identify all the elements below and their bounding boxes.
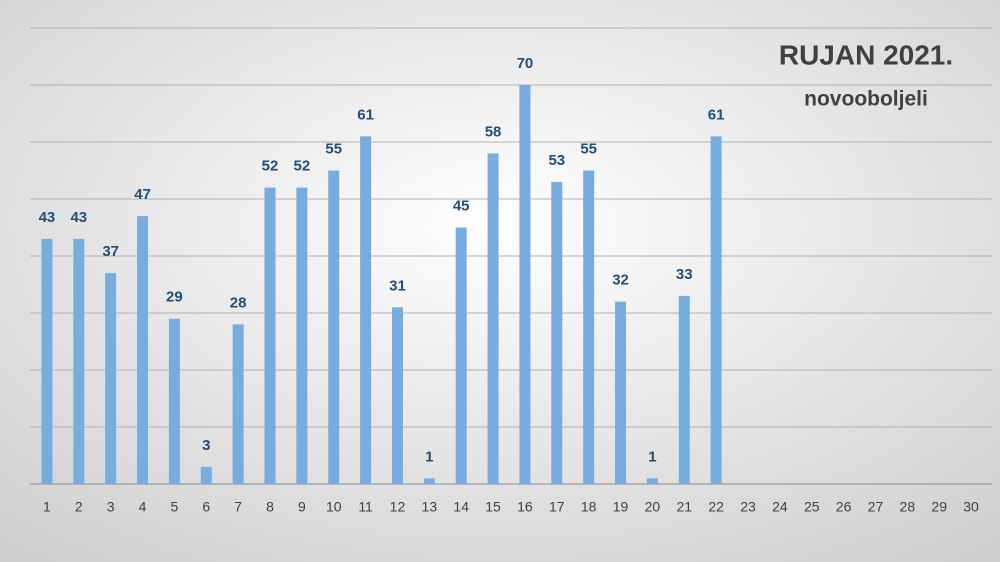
bar xyxy=(328,170,340,484)
data-label: 58 xyxy=(485,123,502,140)
data-label: 28 xyxy=(230,294,247,311)
bar xyxy=(710,136,722,485)
x-tick-label: 4 xyxy=(139,499,147,515)
bar xyxy=(391,307,403,484)
x-tick-label: 26 xyxy=(836,499,852,515)
bar xyxy=(41,238,53,484)
bar xyxy=(551,181,563,484)
x-tick-label: 23 xyxy=(740,499,756,515)
x-tick-label: 9 xyxy=(298,499,306,515)
bar xyxy=(678,295,690,484)
data-label: 31 xyxy=(389,277,406,294)
bar xyxy=(73,238,85,484)
x-tick-label: 25 xyxy=(804,499,820,515)
x-tick-label: 24 xyxy=(772,499,788,515)
x-tick-label: 21 xyxy=(676,499,692,515)
bar xyxy=(360,136,372,485)
data-label: 47 xyxy=(134,186,151,203)
x-tick-label: 3 xyxy=(107,499,115,515)
x-tick-label: 30 xyxy=(963,499,979,515)
data-label: 70 xyxy=(517,55,534,72)
data-label: 43 xyxy=(39,209,56,226)
x-tick-label: 18 xyxy=(581,499,597,515)
bar xyxy=(296,187,308,484)
x-tick-label: 16 xyxy=(517,499,533,515)
bar xyxy=(583,170,595,484)
bar xyxy=(200,466,212,484)
bar xyxy=(615,301,627,484)
x-tick-label: 20 xyxy=(645,499,661,515)
data-label: 43 xyxy=(70,209,87,226)
bar xyxy=(455,227,467,484)
bar xyxy=(264,187,276,484)
bar xyxy=(423,478,435,484)
bar xyxy=(137,216,149,484)
x-tick-label: 29 xyxy=(931,499,947,515)
bar xyxy=(232,324,244,484)
data-label: 52 xyxy=(262,158,279,175)
x-tick-label: 12 xyxy=(390,499,406,515)
data-label: 29 xyxy=(166,289,183,306)
x-tick-label: 19 xyxy=(613,499,629,515)
data-label: 55 xyxy=(325,140,342,157)
x-tick-label: 22 xyxy=(708,499,724,515)
bar xyxy=(646,478,658,484)
bar xyxy=(168,318,180,484)
data-label: 61 xyxy=(708,106,725,123)
chart-title: RUJAN 2021. xyxy=(779,39,953,70)
data-label: 3 xyxy=(202,437,210,454)
bar xyxy=(487,153,499,484)
data-label: 1 xyxy=(648,448,656,465)
x-tick-label: 13 xyxy=(422,499,438,515)
x-tick-label: 28 xyxy=(900,499,916,515)
bar xyxy=(105,273,117,484)
x-tick-label: 2 xyxy=(75,499,83,515)
data-label: 45 xyxy=(453,197,470,214)
data-label: 37 xyxy=(102,243,119,260)
data-label: 33 xyxy=(676,266,693,283)
data-label: 52 xyxy=(294,158,311,175)
x-tick-label: 27 xyxy=(868,499,884,515)
data-label: 61 xyxy=(357,106,374,123)
x-tick-label: 8 xyxy=(266,499,274,515)
chart-subtitle: novooboljeli xyxy=(804,88,928,111)
x-tick-label: 5 xyxy=(171,499,179,515)
bar xyxy=(519,85,531,484)
x-tick-label: 6 xyxy=(202,499,210,515)
x-tick-label: 11 xyxy=(358,499,373,515)
x-tick-label: 14 xyxy=(453,499,469,515)
data-label: 55 xyxy=(580,140,597,157)
x-tick-label: 17 xyxy=(549,499,565,515)
data-label: 32 xyxy=(612,272,629,289)
data-label: 53 xyxy=(548,152,565,169)
x-tick-label: 10 xyxy=(326,499,342,515)
x-tick-label: 7 xyxy=(234,499,242,515)
x-tick-label: 1 xyxy=(43,499,51,515)
data-label: 1 xyxy=(425,448,433,465)
x-tick-label: 15 xyxy=(485,499,501,515)
